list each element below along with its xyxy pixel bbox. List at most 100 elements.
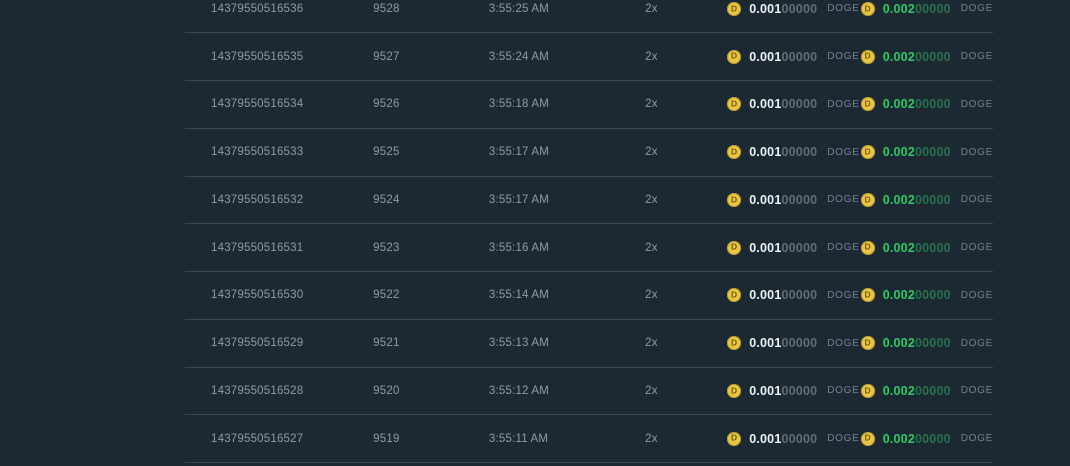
bet-row[interactable]: 14379550516530 9522 3:55:14 AM 2x D 0.00… xyxy=(185,272,993,320)
doge-coin-icon: D xyxy=(727,145,742,160)
bet-multiplier: 2x xyxy=(645,337,658,350)
bet-time: 3:55:17 AM xyxy=(488,193,550,206)
bet-amount: 0.00100000 xyxy=(749,49,818,64)
bet-amount-cell: D 0.00100000 DOGE xyxy=(727,97,861,112)
round-number: 9522 xyxy=(373,289,400,302)
doge-coin-letter: D xyxy=(731,194,738,205)
doge-coin-icon: D xyxy=(727,49,742,64)
bet-amount: 0.00100000 xyxy=(749,383,818,398)
bet-multiplier: 2x xyxy=(645,289,658,302)
doge-coin-letter: D xyxy=(864,50,871,61)
bet-currency-label: DOGE xyxy=(827,242,860,254)
bet-amount-cell: D 0.00100000 DOGE xyxy=(727,240,861,255)
round-number: 9528 xyxy=(373,2,400,15)
bet-amount-cell: D 0.00100000 DOGE xyxy=(727,431,861,446)
bet-row[interactable]: 14379550516529 9521 3:55:13 AM 2x D 0.00… xyxy=(185,320,993,368)
bet-multiplier: 2x xyxy=(645,432,658,445)
bet-currency-label: DOGE xyxy=(827,337,860,349)
profit-amount-cell: D 0.00200000 DOGE xyxy=(860,431,993,446)
doge-coin-letter: D xyxy=(731,241,738,252)
profit-currency-label: DOGE xyxy=(960,194,993,206)
bet-row[interactable]: 14379550516527 9519 3:55:11 AM 2x D 0.00… xyxy=(185,415,993,463)
bet-id: 14379550516535 xyxy=(211,50,304,63)
profit-amount-cell: D 0.00200000 DOGE xyxy=(860,336,993,351)
bet-currency-label: DOGE xyxy=(827,3,860,15)
bet-history-table: 14379550516536 9528 3:55:25 AM 2x D 0.00… xyxy=(185,0,993,463)
bet-amount-cell: D 0.00100000 DOGE xyxy=(727,288,861,303)
doge-coin-letter: D xyxy=(731,50,738,61)
bet-id: 14379550516534 xyxy=(211,98,304,111)
doge-coin-icon: D xyxy=(860,240,875,255)
bet-amount-cell: D 0.00100000 DOGE xyxy=(727,192,861,207)
profit-amount: 0.00200000 xyxy=(882,240,951,255)
doge-coin-letter: D xyxy=(864,289,871,300)
bet-amount: 0.00100000 xyxy=(749,192,818,207)
bet-id: 14379550516527 xyxy=(211,432,304,445)
bet-amount-cell: D 0.00100000 DOGE xyxy=(727,1,861,16)
round-number: 9519 xyxy=(373,432,400,445)
bet-multiplier: 2x xyxy=(645,146,658,159)
doge-coin-icon: D xyxy=(860,192,875,207)
bet-time: 3:55:16 AM xyxy=(488,241,550,254)
doge-coin-icon: D xyxy=(727,288,742,303)
profit-amount-cell: D 0.00200000 DOGE xyxy=(860,240,993,255)
bet-amount: 0.00100000 xyxy=(749,1,818,16)
round-number: 9523 xyxy=(373,241,400,254)
bet-amount: 0.00100000 xyxy=(749,145,818,160)
bet-id: 14379550516536 xyxy=(211,2,304,15)
doge-coin-icon: D xyxy=(727,431,742,446)
doge-coin-icon: D xyxy=(727,192,742,207)
bet-row[interactable]: 14379550516536 9528 3:55:25 AM 2x D 0.00… xyxy=(185,0,993,34)
doge-coin-letter: D xyxy=(731,385,738,396)
bet-id: 14379550516533 xyxy=(211,146,304,159)
bet-multiplier: 2x xyxy=(645,384,658,397)
bet-row[interactable]: 14379550516534 9526 3:55:18 AM 2x D 0.00… xyxy=(185,81,993,129)
doge-coin-letter: D xyxy=(731,432,738,443)
bet-currency-label: DOGE xyxy=(827,385,860,397)
bet-row[interactable]: 14379550516533 9525 3:55:17 AM 2x D 0.00… xyxy=(185,129,993,177)
bet-row[interactable]: 14379550516528 9520 3:55:12 AM 2x D 0.00… xyxy=(185,368,993,416)
bet-multiplier: 2x xyxy=(645,241,658,254)
bet-amount: 0.00100000 xyxy=(749,97,818,112)
doge-coin-icon: D xyxy=(860,1,875,16)
bet-currency-label: DOGE xyxy=(827,433,860,445)
doge-coin-letter: D xyxy=(864,241,871,252)
bet-row[interactable]: 14379550516532 9524 3:55:17 AM 2x D 0.00… xyxy=(185,177,993,225)
doge-coin-letter: D xyxy=(864,194,871,205)
doge-coin-icon: D xyxy=(860,145,875,160)
bet-amount: 0.00100000 xyxy=(749,240,818,255)
bet-amount: 0.00100000 xyxy=(749,336,818,351)
profit-currency-label: DOGE xyxy=(960,433,993,445)
doge-coin-letter: D xyxy=(864,432,871,443)
profit-amount: 0.00200000 xyxy=(882,288,951,303)
doge-coin-letter: D xyxy=(864,98,871,109)
bet-multiplier: 2x xyxy=(645,2,658,15)
bet-currency-label: DOGE xyxy=(827,98,860,110)
bet-currency-label: DOGE xyxy=(827,146,860,158)
doge-coin-icon: D xyxy=(727,1,742,16)
doge-coin-icon: D xyxy=(727,383,742,398)
profit-amount-cell: D 0.00200000 DOGE xyxy=(860,288,993,303)
profit-currency-label: DOGE xyxy=(960,51,993,63)
bet-time: 3:55:11 AM xyxy=(488,432,549,445)
profit-amount-cell: D 0.00200000 DOGE xyxy=(860,49,993,64)
doge-coin-icon: D xyxy=(860,288,875,303)
bet-row[interactable]: 14379550516531 9523 3:55:16 AM 2x D 0.00… xyxy=(185,224,993,272)
profit-amount-cell: D 0.00200000 DOGE xyxy=(860,145,993,160)
bet-time: 3:55:25 AM xyxy=(488,2,550,15)
doge-coin-letter: D xyxy=(731,98,738,109)
profit-currency-label: DOGE xyxy=(960,289,993,301)
profit-amount-cell: D 0.00200000 DOGE xyxy=(860,1,993,16)
profit-amount-cell: D 0.00200000 DOGE xyxy=(860,383,993,398)
doge-coin-icon: D xyxy=(860,97,875,112)
doge-coin-icon: D xyxy=(727,97,742,112)
bet-multiplier: 2x xyxy=(645,193,658,206)
bet-time: 3:55:24 AM xyxy=(488,50,550,63)
profit-currency-label: DOGE xyxy=(960,242,993,254)
bet-row[interactable]: 14379550516535 9527 3:55:24 AM 2x D 0.00… xyxy=(185,33,993,81)
profit-amount: 0.00200000 xyxy=(882,336,951,351)
profit-amount: 0.00200000 xyxy=(882,49,951,64)
bet-id: 14379550516530 xyxy=(211,289,304,302)
bet-amount-cell: D 0.00100000 DOGE xyxy=(727,49,861,64)
